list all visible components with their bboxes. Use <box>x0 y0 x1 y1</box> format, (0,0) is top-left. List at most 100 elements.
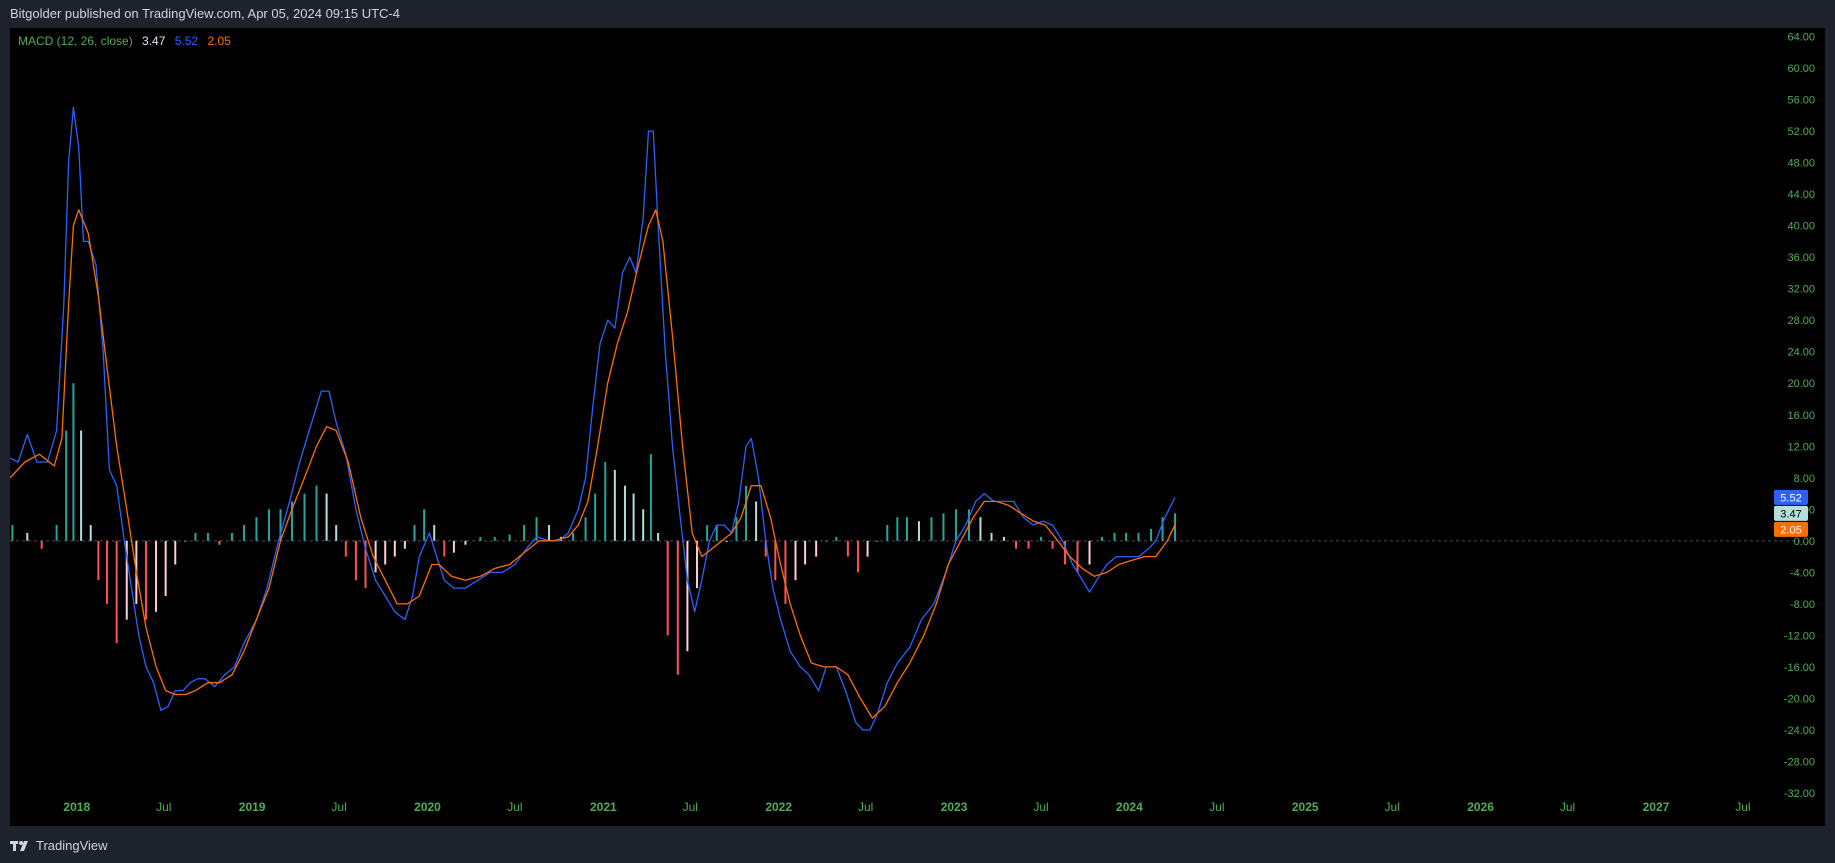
y-tick-label: 60.00 <box>1787 63 1815 75</box>
footer-brand[interactable]: TradingView <box>36 838 108 853</box>
histogram-bar <box>413 525 416 541</box>
histogram-bar <box>613 469 616 541</box>
histogram-bar <box>26 532 29 541</box>
x-tick-label: Jul <box>1209 800 1224 814</box>
histogram-bar <box>825 540 828 542</box>
histogram-bar <box>657 532 660 541</box>
y-tick-label: 20.00 <box>1787 378 1815 390</box>
histogram-bar <box>115 540 118 644</box>
histogram-bar <box>194 532 197 541</box>
chart-pane[interactable]: 64.00 60.00 56.00 52.00 48.00 44.00 40.00 36.00… <box>10 28 1825 826</box>
signal-value-badge <box>1774 521 1808 537</box>
histogram-bar <box>1064 540 1067 565</box>
y-tick-label: 24.00 <box>1787 347 1815 359</box>
histogram-bar <box>686 540 689 652</box>
histogram-bar <box>804 540 807 565</box>
histogram-bar <box>55 525 58 541</box>
histogram-bar <box>1174 513 1177 541</box>
histogram-bar <box>886 525 889 541</box>
histogram-bar <box>905 517 908 541</box>
histogram-bar <box>89 525 92 541</box>
y-tick-label: 56.00 <box>1787 95 1815 107</box>
x-tick-label: Jul <box>507 800 522 814</box>
histogram-value-badge-text: 3.47 <box>1780 508 1801 520</box>
histogram-bar <box>393 540 396 557</box>
histogram-bar <box>1015 540 1018 549</box>
histogram-bar <box>666 540 669 636</box>
histogram-bar <box>896 517 899 541</box>
histogram-bar <box>364 540 367 589</box>
y-tick-label: -20.00 <box>1784 693 1815 705</box>
histogram-bar <box>623 485 626 541</box>
histogram-bar <box>745 485 748 541</box>
histogram-bar <box>715 525 718 541</box>
histogram-bar <box>866 540 869 557</box>
histogram-bar <box>594 493 597 541</box>
histogram-bar <box>184 540 187 542</box>
tradingview-logo-icon[interactable] <box>10 839 32 853</box>
histogram-bar <box>1076 540 1079 573</box>
histogram-bar <box>97 540 100 581</box>
x-tick-label: Jul <box>156 800 171 814</box>
histogram-bar <box>40 540 43 549</box>
histogram-bar <box>942 513 945 541</box>
publisher-text: Bitgolder published on TradingView.com, … <box>10 6 400 21</box>
histogram-bar <box>443 540 446 557</box>
histogram-bar <box>65 430 68 541</box>
macd-value-badge-text: 5.52 <box>1780 492 1801 504</box>
histogram-bar <box>80 430 83 541</box>
x-tick-label: 2021 <box>590 800 617 814</box>
x-tick-label: 2020 <box>414 800 441 814</box>
histogram-bar <box>725 540 728 542</box>
y-tick-label: -4.00 <box>1790 567 1815 579</box>
histogram-bar <box>464 540 467 545</box>
histogram-bar <box>72 383 75 541</box>
x-tick-label: 2023 <box>941 800 968 814</box>
histogram-bar <box>755 501 758 541</box>
y-tick-label: 32.00 <box>1787 284 1815 296</box>
x-tick-label: Jul <box>683 800 698 814</box>
histogram-bar <box>508 534 511 541</box>
histogram-bar <box>374 540 377 573</box>
x-tick-label: Jul <box>1735 800 1750 814</box>
signal-line <box>10 209 1176 719</box>
histogram-bar <box>835 536 838 541</box>
histogram-bar <box>1027 540 1030 549</box>
histogram-bar <box>794 540 797 581</box>
macd-value-badge <box>1774 489 1808 505</box>
y-tick-label: 16.00 <box>1787 410 1815 422</box>
y-tick-label: -8.00 <box>1790 599 1815 611</box>
histogram-bar <box>1137 532 1140 541</box>
legend-macd-value: 5.52 <box>174 34 199 48</box>
legend-histogram-value: 3.47 <box>142 34 166 48</box>
histogram-bar <box>1113 532 1116 541</box>
histogram-bar <box>11 525 14 541</box>
histogram-bar <box>325 493 328 541</box>
y-tick-label: -16.00 <box>1784 662 1815 674</box>
histogram-bar <box>479 536 482 541</box>
histogram-bar <box>493 536 496 541</box>
histogram-bar <box>1101 536 1104 541</box>
histogram-bar <box>1150 529 1153 541</box>
y-tick-label: -28.00 <box>1784 756 1815 768</box>
signal-value-badge-text: 2.05 <box>1780 524 1801 536</box>
x-tick-label: 2018 <box>63 800 90 814</box>
histogram-bar <box>242 525 245 541</box>
x-tick-label: Jul <box>1560 800 1575 814</box>
histogram-bar <box>1125 532 1128 541</box>
histogram-bar <box>423 509 426 541</box>
indicator-legend[interactable]: MACD (12, 26, close) 3.47 5.52 2.05 <box>18 34 237 48</box>
macd-chart[interactable]: 64.00 60.00 56.00 52.00 48.00 44.00 40.00 36.00… <box>10 28 1825 826</box>
histogram-bar <box>642 509 645 541</box>
x-tick-label: Jul <box>1033 800 1048 814</box>
histogram-bar <box>548 525 551 541</box>
indicator-name[interactable]: MACD (12, 26, close) <box>18 34 133 48</box>
x-tick-label: 2024 <box>1116 800 1143 814</box>
x-tick-label: 2019 <box>239 800 266 814</box>
histogram-bar <box>815 540 818 557</box>
histogram-bar <box>125 540 128 620</box>
histogram-bar <box>206 532 209 541</box>
histogram-bar <box>774 540 777 581</box>
histogram-bar <box>384 540 387 565</box>
histogram-bar <box>676 540 679 675</box>
